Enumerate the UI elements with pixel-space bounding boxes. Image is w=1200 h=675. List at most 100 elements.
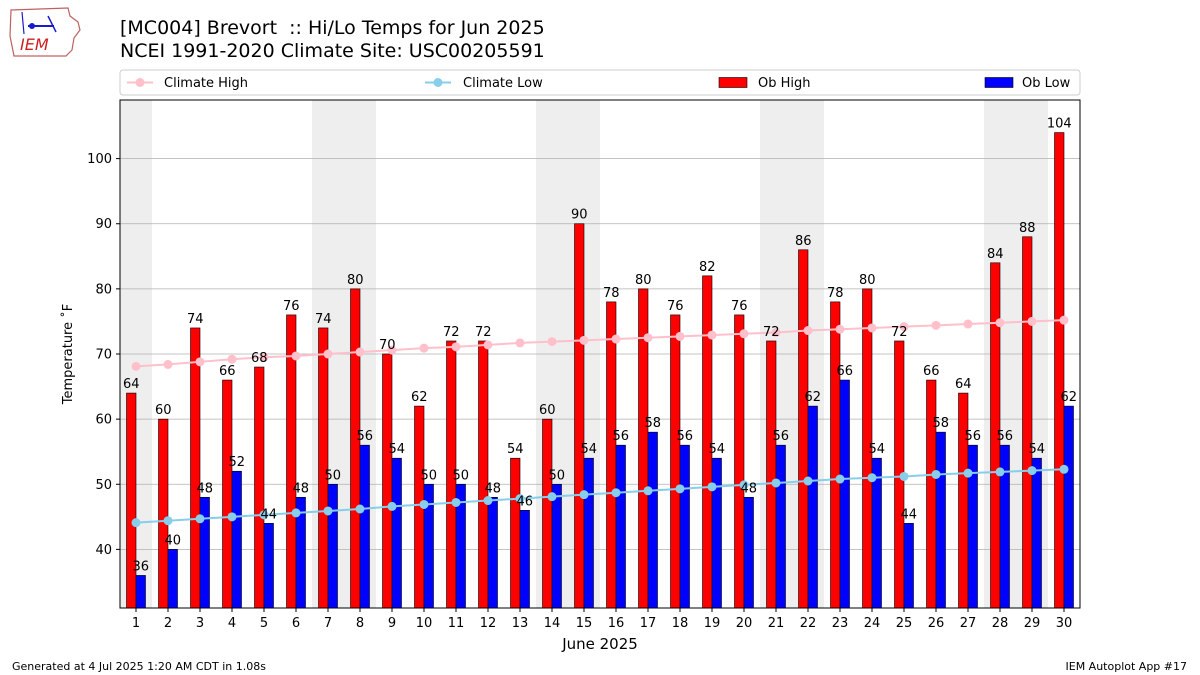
x-tick-label: 11 <box>448 616 465 631</box>
ob-high-label: 78 <box>827 286 844 301</box>
ob-high-bar <box>1054 132 1065 609</box>
climate-low-point <box>291 508 301 518</box>
ob-low-label: 50 <box>324 468 341 483</box>
legend-climate-high-marker <box>135 78 145 87</box>
ob-high-bar <box>926 379 937 609</box>
ob-high-bar <box>350 288 361 609</box>
ob-low-bar <box>167 549 178 609</box>
ob-high-bar <box>1022 236 1033 609</box>
ob-high-label: 80 <box>347 273 364 288</box>
ob-high-bar <box>510 457 521 609</box>
ob-low-bar <box>327 483 338 609</box>
ob-low-bar <box>807 405 818 609</box>
x-tick-label: 13 <box>512 616 529 631</box>
ob-low-label: 58 <box>644 416 661 431</box>
climate-high-point <box>867 323 877 333</box>
ob-high-bar <box>606 301 617 609</box>
ob-high-label: 72 <box>891 325 908 340</box>
x-tick-label: 9 <box>388 616 396 631</box>
climate-high-point <box>323 349 333 359</box>
x-tick-label: 28 <box>992 616 1009 631</box>
ob-high-bar <box>478 340 489 609</box>
ob-low-bar <box>263 523 274 609</box>
x-tick-label: 18 <box>672 616 689 631</box>
ob-low-label: 50 <box>548 468 565 483</box>
ob-low-label: 48 <box>484 481 501 496</box>
ob-low-label: 56 <box>996 429 1013 444</box>
ob-high-label: 80 <box>859 273 876 288</box>
climate-low-point <box>451 497 461 507</box>
legend-ob-high-swatch <box>718 77 748 88</box>
y-tick-label: 90 <box>95 217 112 232</box>
ob-low-label: 58 <box>932 416 949 431</box>
climate-low-point <box>995 467 1005 477</box>
ob-low-label: 54 <box>868 442 885 457</box>
app-note: IEM Autoplot App #17 <box>1065 660 1188 673</box>
x-tick-label: 24 <box>864 616 881 631</box>
ob-high-label: 74 <box>187 312 204 327</box>
ob-low-label: 54 <box>388 442 405 457</box>
ob-high-bar <box>542 418 553 609</box>
x-tick-label: 19 <box>704 616 721 631</box>
ob-high-bar <box>670 314 681 609</box>
climate-low-point <box>131 518 141 528</box>
legend-climate-low-marker <box>433 78 443 87</box>
climate-low-point <box>515 494 525 504</box>
ob-low-label: 56 <box>612 429 629 444</box>
climate-high-point <box>547 337 557 347</box>
ob-low-label: 46 <box>516 494 533 509</box>
ob-high-label: 60 <box>539 403 556 418</box>
climate-low-point <box>931 469 941 479</box>
climate-high-point <box>195 357 205 367</box>
climate-high-point <box>771 328 781 338</box>
climate-high-point <box>451 342 461 352</box>
climate-low-point <box>771 478 781 488</box>
ob-high-label: 64 <box>123 377 140 392</box>
ob-high-label: 88 <box>1019 221 1036 236</box>
climate-high-point <box>131 361 141 371</box>
ob-low-bar <box>935 431 946 609</box>
x-tick-label: 12 <box>480 616 497 631</box>
climate-high-point <box>515 338 525 348</box>
ob-low-label: 44 <box>900 507 917 522</box>
x-tick-label: 15 <box>576 616 593 631</box>
ob-high-bar <box>574 223 585 609</box>
climate-low-point <box>355 504 365 514</box>
ob-low-bar <box>711 457 722 609</box>
ob-high-label: 72 <box>763 325 780 340</box>
ob-low-label: 66 <box>836 364 853 379</box>
ob-low-bar <box>487 496 498 609</box>
x-tick-label: 14 <box>544 616 561 631</box>
climate-high-point <box>1059 315 1069 325</box>
y-tick-label: 60 <box>95 413 112 428</box>
climate-high-point <box>675 331 685 341</box>
ob-high-bar <box>190 327 201 609</box>
y-tick-label: 40 <box>95 543 112 558</box>
x-tick-label: 8 <box>356 616 364 631</box>
ob-low-label: 48 <box>740 481 757 496</box>
x-tick-label: 21 <box>768 616 785 631</box>
climate-low-point <box>227 512 237 522</box>
legend-ob-high-label: Ob High <box>758 76 811 91</box>
climate-high-point <box>355 347 365 357</box>
ob-low-label: 54 <box>708 442 725 457</box>
ob-low-bar <box>647 431 658 609</box>
ob-high-bar <box>830 301 841 609</box>
climate-low-point <box>259 510 269 520</box>
ob-low-label: 52 <box>228 455 245 470</box>
ob-low-label: 54 <box>1028 442 1045 457</box>
ob-high-label: 80 <box>635 273 652 288</box>
legend-climate-high-label: Climate High <box>164 76 248 91</box>
ob-high-label: 76 <box>731 299 748 314</box>
iem-logo: IEM <box>8 6 84 64</box>
climate-low-point <box>1027 466 1037 476</box>
ob-high-bar <box>382 353 393 609</box>
climate-low-point <box>899 471 909 481</box>
x-tick-label: 16 <box>608 616 625 631</box>
climate-low-point <box>963 468 973 478</box>
climate-high-point <box>899 322 909 332</box>
x-tick-label: 20 <box>736 616 753 631</box>
ob-high-label: 72 <box>443 325 460 340</box>
climate-high-point <box>931 320 941 330</box>
